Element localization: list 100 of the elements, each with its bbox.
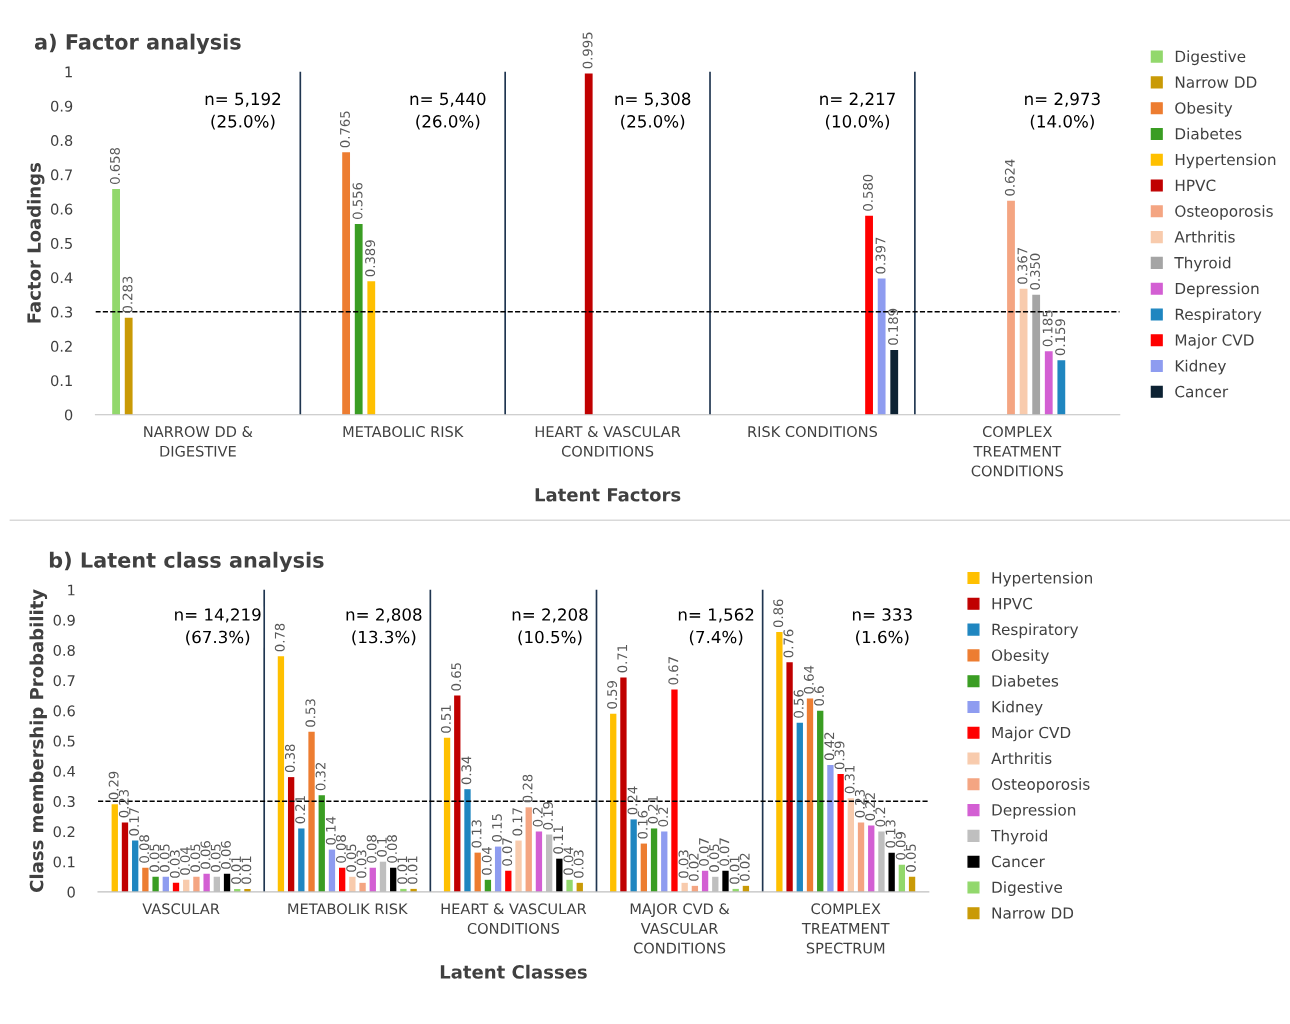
bar xyxy=(359,882,366,892)
annotation: n= 2,973 (14.0%) xyxy=(1025,92,1100,130)
bar xyxy=(556,858,563,892)
bar xyxy=(193,876,200,892)
y-axis-title: Factor Loadings xyxy=(26,163,45,323)
data-label: 0.65 xyxy=(451,663,462,691)
data-label: 0.86 xyxy=(773,599,784,628)
data-label: 0.23 xyxy=(854,789,865,818)
legend-label: Hypertension xyxy=(1175,153,1276,169)
bar xyxy=(443,737,451,892)
y-tick-label: 0.4 xyxy=(53,765,75,777)
y-tick-label: 0 xyxy=(67,886,75,898)
bar xyxy=(505,870,512,892)
legend-label: Narrow DD xyxy=(1175,76,1257,88)
bar xyxy=(525,807,532,892)
bar xyxy=(339,867,346,892)
y-tick-label: 0.2 xyxy=(53,826,75,838)
data-label: 0.03 xyxy=(169,850,180,878)
data-label: 0.397 xyxy=(875,237,886,274)
legend-label: Osteoporosis xyxy=(1175,205,1273,220)
legend-label: Digestive xyxy=(992,881,1062,896)
data-label: 0.32 xyxy=(315,763,326,791)
data-label: 0.05 xyxy=(210,844,221,872)
bar xyxy=(474,852,481,892)
legend-label: Digestive xyxy=(1175,50,1246,66)
x-tick-label: METABOLIK RISK xyxy=(288,903,408,915)
legend-label: Obesity xyxy=(1175,101,1233,117)
bar xyxy=(630,819,637,892)
bar xyxy=(535,831,543,892)
bar xyxy=(152,876,159,892)
bar xyxy=(298,828,305,892)
chart-title: a) Factor analysis xyxy=(34,33,241,54)
data-label: 0.08 xyxy=(387,835,398,863)
data-label: 0.189 xyxy=(888,308,899,345)
legend-label: Arthritis xyxy=(991,752,1052,765)
bar xyxy=(650,828,658,892)
data-label: 0.995 xyxy=(582,32,593,69)
data-label: 0.13 xyxy=(885,820,896,848)
data-label: 0.19 xyxy=(542,801,553,830)
bar xyxy=(701,870,709,892)
data-label: 0.03 xyxy=(573,850,584,878)
bar xyxy=(390,867,397,892)
x-tick-label: VASCULAR xyxy=(142,903,220,915)
bar xyxy=(494,846,502,892)
data-label: 0.658 xyxy=(109,147,120,184)
data-label: 0.15 xyxy=(491,814,502,842)
data-label: 0.78 xyxy=(274,623,285,652)
data-label: 0.05 xyxy=(709,844,720,872)
legend-label: Arthritis xyxy=(1174,230,1235,243)
data-label: 0.31 xyxy=(844,765,855,794)
data-label: 0.07 xyxy=(502,838,513,866)
bar xyxy=(318,795,325,892)
bar xyxy=(898,864,906,892)
bar xyxy=(640,843,648,892)
bar xyxy=(620,677,627,892)
bar xyxy=(827,765,834,892)
bar xyxy=(661,831,668,892)
bar xyxy=(464,789,471,892)
data-label: 0.08 xyxy=(366,835,377,863)
y-tick-label: 1 xyxy=(65,66,72,78)
data-label: 0.2 xyxy=(532,807,543,827)
data-label: 0.28 xyxy=(522,774,533,803)
annotation: n= 1,562 (7.4%) xyxy=(678,608,754,646)
bar xyxy=(671,689,678,892)
data-label: 0.1 xyxy=(376,837,387,857)
x-tick-label: HEART & VASCULAR CONDITIONS xyxy=(441,903,587,934)
bar xyxy=(132,840,139,892)
data-label: 0.06 xyxy=(200,841,211,869)
data-label: 0.22 xyxy=(865,793,876,821)
data-label: 0.04 xyxy=(481,847,492,875)
bar xyxy=(857,822,865,892)
bar xyxy=(868,825,875,892)
data-label: 0.07 xyxy=(698,838,709,866)
y-tick-label: 0.4 xyxy=(51,272,73,284)
data-label: 0.29 xyxy=(108,771,119,800)
x-tick-label: NARROW DD & DIGESTIVE xyxy=(144,426,253,457)
data-label: 0.11 xyxy=(553,826,564,854)
bar xyxy=(328,849,336,892)
data-label: 0.01 xyxy=(241,856,252,884)
legend-label: HPVC xyxy=(1175,179,1216,192)
legend-label: Depression xyxy=(1175,282,1259,298)
data-label: 0.56 xyxy=(793,690,804,718)
y-tick-label: 0.9 xyxy=(51,100,73,112)
data-label: 0.08 xyxy=(336,835,346,863)
bar xyxy=(121,822,129,892)
y-tick-label: 0.5 xyxy=(53,735,75,747)
legend-label: Thyroid xyxy=(991,829,1047,845)
data-label: 0.64 xyxy=(803,665,814,694)
bar xyxy=(888,852,895,892)
data-label: 0.389 xyxy=(365,240,376,277)
y-axis-title: Class membership Probability xyxy=(29,589,48,892)
data-label: 0.367 xyxy=(1017,248,1028,284)
x-tick-label: COMPLEX TREATMENT CONDITIONS xyxy=(971,426,1063,477)
y-tick-label: 1 xyxy=(68,584,75,596)
data-label: 0.02 xyxy=(739,853,750,881)
bar xyxy=(786,662,793,892)
bar xyxy=(203,873,210,892)
bar xyxy=(722,870,729,892)
bar xyxy=(369,867,376,892)
data-label: 0.04 xyxy=(180,847,191,875)
